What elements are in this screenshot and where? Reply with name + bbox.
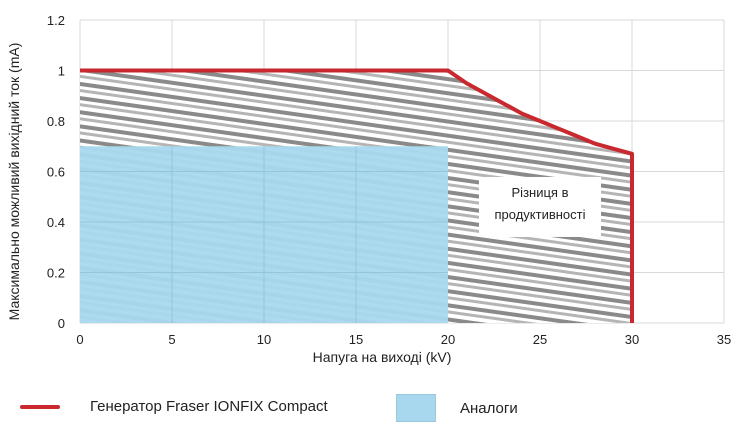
generator-line (80, 68, 634, 323)
annotation-box (479, 176, 601, 237)
legend-label-generator: Генератор Fraser IONFIX Compact (90, 398, 328, 415)
x-tick-label: 15 (349, 332, 363, 347)
x-tick-label: 10 (257, 332, 271, 347)
y-tick-label: 0.6 (47, 165, 65, 180)
annotation-text: продуктивності (494, 207, 585, 222)
legend-box-swatch (396, 394, 436, 422)
legend-line-swatch (20, 404, 60, 409)
y-tick-label: 0.4 (47, 215, 65, 230)
analog-area (80, 146, 448, 323)
legend: Генератор Fraser IONFIX Compact Аналоги (0, 394, 737, 422)
x-tick-label: 20 (441, 332, 455, 347)
x-tick-label: 35 (717, 332, 731, 347)
x-axis-label: Напуга на виході (kV) (313, 349, 452, 365)
x-tick-label: 25 (533, 332, 547, 347)
y-tick-labels: 0 0.2 0.4 0.6 0.8 1 1.2 (47, 13, 65, 331)
generator-series-line (80, 68, 634, 323)
x-tick-label: 30 (625, 332, 639, 347)
legend-item-analogs: Аналоги (396, 388, 518, 422)
y-axis-label: Максимально можливий вихідний ток (mA) (6, 43, 22, 321)
x-tick-label: 5 (168, 332, 175, 347)
annotation-text: Різниця в (512, 185, 569, 200)
y-tick-label: 0.2 (47, 266, 65, 281)
annotation: Різниця в продуктивності (479, 176, 601, 237)
y-tick-label: 0.8 (47, 114, 65, 129)
legend-item-generator: Генератор Fraser IONFIX Compact (20, 398, 328, 415)
y-tick-label: 1.2 (47, 13, 65, 28)
x-tick-label: 0 (76, 332, 83, 347)
x-tick-labels: 0 5 10 15 20 25 30 35 (76, 332, 731, 347)
legend-label-analogs: Аналоги (460, 399, 518, 417)
y-tick-label: 1 (58, 64, 65, 79)
y-tick-label: 0 (58, 316, 65, 331)
